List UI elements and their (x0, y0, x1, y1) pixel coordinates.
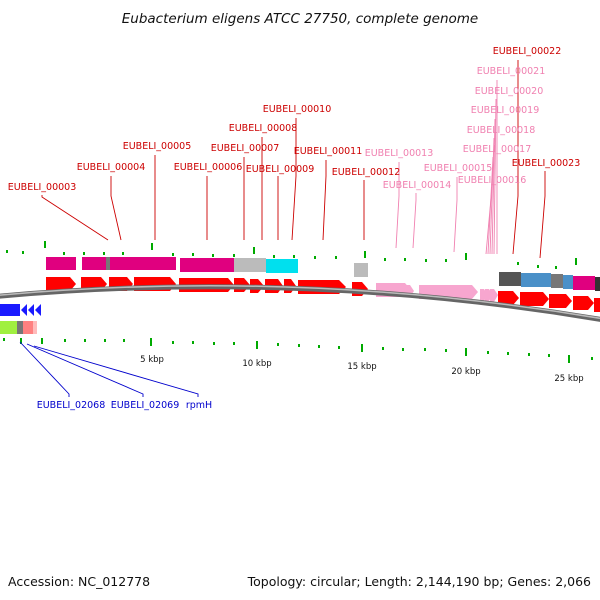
reverse-cds-track (0, 304, 41, 316)
gene-label-eubeli-00019[interactable]: EUBELI_00019 (471, 105, 540, 116)
genome-title: Eubacterium eligens ATCC 27750, complete… (122, 11, 478, 27)
gene-label-eubeli-00009[interactable]: EUBELI_00009 (246, 164, 315, 175)
scale-tick-label: 25 kbp (554, 374, 583, 384)
feature-block[interactable] (499, 272, 521, 286)
gene-label-eubeli-00010[interactable]: EUBELI_00010 (263, 104, 332, 115)
cds-arrow[interactable] (549, 294, 572, 308)
feature-block[interactable] (110, 257, 134, 270)
feature-block[interactable] (354, 263, 368, 277)
gene-label-eubeli-00020[interactable]: EUBELI_00020 (475, 86, 544, 97)
genome-summary-text: Topology: circular; Length: 2,144,190 bp… (247, 574, 591, 589)
leader-line (322, 160, 327, 241)
accession-text: Accession: NC_012778 (8, 574, 150, 589)
gene-label-eubeli-00012[interactable]: EUBELI_00012 (332, 167, 401, 178)
feature-block[interactable] (82, 257, 106, 270)
leader-line (412, 193, 417, 249)
gene-label-eubeli-00008[interactable]: EUBELI_00008 (229, 123, 298, 134)
gene-label-eubeli-00006[interactable]: EUBELI_00006 (174, 162, 243, 173)
gene-label-eubeli-00023[interactable]: EUBELI_00023 (512, 158, 581, 169)
feature-block[interactable] (106, 257, 110, 270)
feature-block[interactable] (563, 275, 573, 289)
leader-line (291, 118, 297, 241)
gene-label-eubeli-00021[interactable]: EUBELI_00021 (477, 66, 546, 77)
reverse-feature-track (0, 321, 37, 334)
gene-label-eubeli-00013[interactable]: EUBELI_00013 (365, 148, 434, 159)
cds-arrow[interactable] (498, 291, 519, 305)
gene-label-eubeli-00007[interactable]: EUBELI_00007 (211, 143, 280, 154)
leader-line (491, 118, 496, 255)
gene-label-eubeli-00011[interactable]: EUBELI_00011 (294, 146, 363, 157)
top-gene-labels: EUBELI_00003 EUBELI_00004 EUBELI_00005 E… (8, 46, 581, 193)
feature-track (46, 257, 600, 291)
gene-label-eubeli-02068[interactable]: EUBELI_02068 (37, 400, 106, 411)
leader-line (487, 156, 494, 255)
gene-label-eubeli-00022[interactable]: EUBELI_00022 (493, 46, 562, 57)
leader-line (493, 98, 497, 255)
feature-block[interactable] (284, 259, 298, 273)
feature-block[interactable] (17, 321, 23, 334)
scale-tick-label: 5 kbp (140, 355, 164, 365)
leader-line (453, 177, 458, 253)
cds-arrow[interactable] (520, 292, 549, 306)
genome-backbone (0, 284, 600, 322)
feature-block[interactable] (23, 321, 33, 334)
gene-label-eubeli-00014[interactable]: EUBELI_00014 (383, 180, 452, 191)
gene-label-eubeli-02069[interactable]: EUBELI_02069 (111, 400, 180, 411)
gene-label-eubeli-00003[interactable]: EUBELI_00003 (8, 182, 77, 193)
gene-label-eubeli-00005[interactable]: EUBELI_00005 (123, 141, 192, 152)
bottom-label-leaders (19, 341, 199, 397)
feature-block[interactable] (0, 321, 17, 334)
leader-line (489, 137, 495, 255)
leader-line (539, 171, 546, 259)
feature-block[interactable] (180, 258, 234, 272)
gene-label-eubeli-00017[interactable]: EUBELI_00017 (463, 144, 532, 155)
cds-arrow[interactable] (35, 304, 41, 316)
feature-block[interactable] (266, 259, 284, 273)
gene-label-eubeli-00015[interactable]: EUBELI_00015 (424, 163, 493, 174)
lower-tick-marks (3, 338, 593, 363)
gene-label-eubeli-00004[interactable]: EUBELI_00004 (77, 162, 146, 173)
cds-arrow[interactable] (0, 304, 20, 316)
feature-block[interactable] (551, 274, 563, 288)
leader-line (110, 176, 122, 241)
feature-block[interactable] (46, 257, 76, 270)
cds-arrow[interactable] (46, 277, 76, 291)
cds-arrow[interactable] (490, 289, 498, 302)
bottom-gene-labels: EUBELI_02068 EUBELI_02069 rpmH (37, 400, 212, 411)
feature-block[interactable] (595, 277, 600, 291)
leader-line (26, 343, 144, 397)
upper-tick-marks (6, 241, 577, 269)
gene-label-eubeli-00018[interactable]: EUBELI_00018 (467, 125, 536, 136)
cds-arrow[interactable] (21, 304, 27, 316)
scale-labels: 5 kbp 10 kbp 15 kbp 20 kbp 25 kbp (140, 355, 584, 384)
leader-line (512, 60, 519, 255)
leader-line (19, 341, 70, 397)
scale-tick-label: 10 kbp (242, 359, 271, 369)
top-label-leaders (41, 60, 546, 259)
scale-tick-label: 15 kbp (347, 362, 376, 372)
feature-block[interactable] (521, 273, 551, 287)
scale-tick-label: 20 kbp (451, 367, 480, 377)
cds-arrow[interactable] (594, 298, 600, 312)
genome-backbone-highlight (0, 284, 600, 320)
cds-arrow[interactable] (28, 304, 34, 316)
gene-label-eubeli-00016[interactable]: EUBELI_00016 (458, 175, 527, 186)
leader-line (395, 162, 400, 249)
feature-block[interactable] (134, 257, 176, 270)
leader-line (41, 195, 109, 241)
cds-arrow[interactable] (573, 296, 594, 310)
feature-block[interactable] (33, 321, 37, 334)
leader-line (33, 345, 199, 397)
gene-label-rpmh[interactable]: rpmH (186, 400, 212, 411)
feature-block[interactable] (573, 276, 595, 290)
feature-block[interactable] (234, 258, 266, 272)
